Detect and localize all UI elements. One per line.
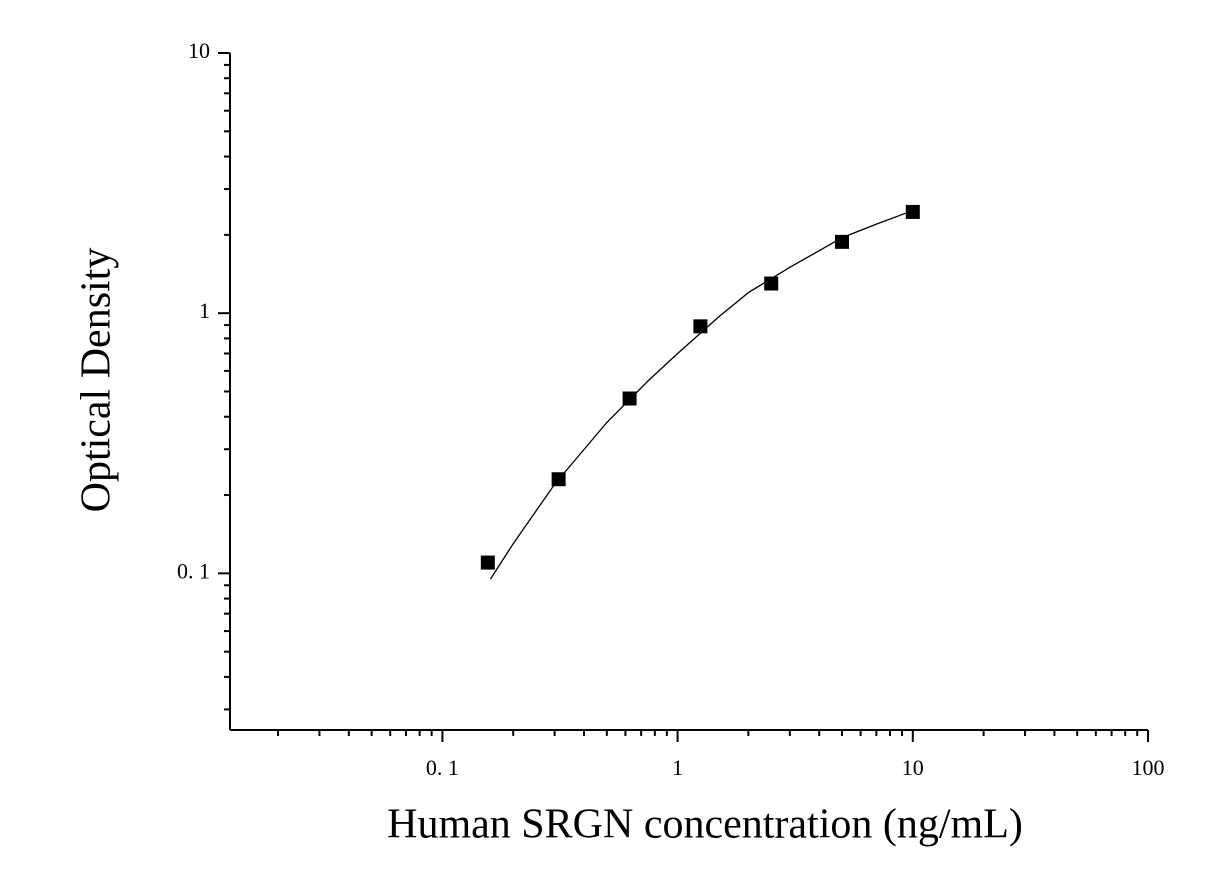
data-point: [622, 391, 637, 406]
data-point: [905, 204, 920, 219]
x-tick-label: 10: [902, 755, 924, 780]
y-tick-label: 0. 1: [177, 558, 210, 583]
y-tick-label: 1: [199, 298, 210, 323]
y-tick-label: 10: [188, 38, 210, 63]
data-point: [480, 555, 495, 570]
x-tick-label: 100: [1132, 755, 1165, 780]
data-point: [764, 276, 779, 291]
y-axis-label: Optical Density: [74, 248, 120, 513]
fit-curve: [489, 209, 914, 580]
x-tick-label: 0. 1: [426, 755, 459, 780]
x-tick-label: 1: [672, 755, 683, 780]
data-point: [835, 234, 849, 249]
data-point: [693, 319, 708, 334]
x-axis-label: Human SRGN concentration (ng/mL): [387, 802, 1023, 848]
